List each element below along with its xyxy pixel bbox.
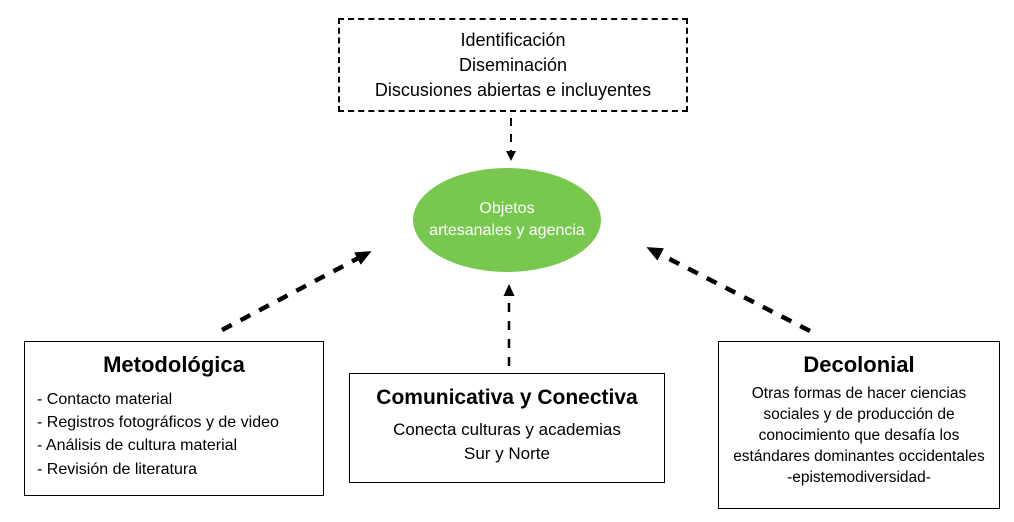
middle-box-line-2: Sur y Norte <box>360 442 654 466</box>
middle-box-line-1: Conecta culturas y academias <box>360 418 654 442</box>
middle-box: Comunicativa y Conectiva Conecta cultura… <box>349 373 665 483</box>
middle-box-title: Comunicativa y Conectiva <box>360 386 654 410</box>
right-box-line-1: Otras formas de hacer ciencias <box>727 384 991 405</box>
right-box-line-5: -epistemodiversidad- <box>727 468 991 489</box>
top-box-line-3: Discusiones abiertas e incluyentes <box>340 78 686 103</box>
top-box-line-1: Identificación <box>340 28 686 53</box>
top-box: Identificación Diseminación Discusiones … <box>338 18 688 112</box>
left-box: Metodológica - Contacto material - Regis… <box>24 341 324 496</box>
right-box-line-4: estándares dominantes occidentales <box>727 447 991 468</box>
left-box-item-1: - Contacto material <box>37 388 311 411</box>
arrow-right <box>650 249 810 331</box>
right-box-line-2: sociales y de producción de <box>727 405 991 426</box>
ellipse-line-1: Objetos <box>429 198 585 220</box>
right-box: Decolonial Otras formas de hacer ciencia… <box>718 341 1000 509</box>
left-box-item-2: - Registros fotográficos y de video <box>37 411 311 434</box>
left-box-title: Metodológica <box>37 352 311 378</box>
arrow-left <box>222 253 368 330</box>
left-box-item-4: - Revisión de literatura <box>37 458 311 481</box>
right-box-title: Decolonial <box>727 352 991 378</box>
center-ellipse: Objetos artesanales y agencia <box>413 168 601 272</box>
left-box-item-3: - Análisis de cultura material <box>37 434 311 457</box>
top-box-line-2: Diseminación <box>340 53 686 78</box>
diagram-canvas: Identificación Diseminación Discusiones … <box>0 0 1014 522</box>
ellipse-line-2: artesanales y agencia <box>429 220 585 242</box>
right-box-line-3: conocimiento que desafía los <box>727 426 991 447</box>
